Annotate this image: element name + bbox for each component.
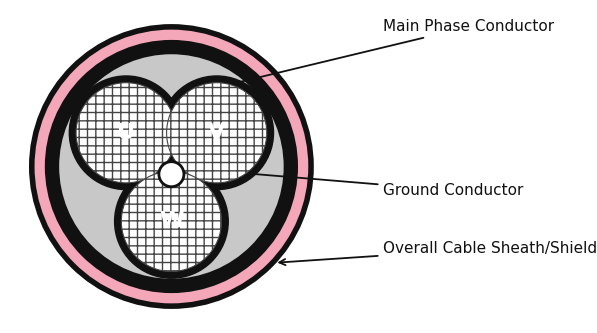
Circle shape xyxy=(32,27,311,306)
Text: Overall Cable Sheath/Shield: Overall Cable Sheath/Shield xyxy=(279,241,597,265)
Circle shape xyxy=(115,165,228,278)
Text: V: V xyxy=(208,123,225,143)
Circle shape xyxy=(76,83,176,183)
Text: U: U xyxy=(117,123,135,143)
Text: W: W xyxy=(159,211,184,231)
Text: Main Phase Conductor: Main Phase Conductor xyxy=(221,19,555,88)
Circle shape xyxy=(46,41,297,292)
Circle shape xyxy=(167,83,267,183)
Circle shape xyxy=(159,162,184,187)
Circle shape xyxy=(160,76,273,189)
Circle shape xyxy=(121,171,221,271)
Text: Ground Conductor: Ground Conductor xyxy=(192,166,524,198)
Circle shape xyxy=(58,53,285,280)
Circle shape xyxy=(69,76,183,189)
